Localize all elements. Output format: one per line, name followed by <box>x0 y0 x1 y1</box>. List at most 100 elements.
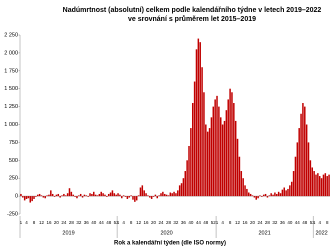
bar <box>145 193 147 197</box>
bar <box>139 187 142 197</box>
y-tick-label: 1 250 <box>4 104 18 110</box>
bar <box>262 194 265 197</box>
y-tick-label: -250 <box>7 211 18 217</box>
x-tick-label: 4 <box>318 220 321 225</box>
bar <box>177 190 179 197</box>
x-tick-label: 44 <box>196 220 202 225</box>
bar <box>277 191 280 197</box>
bar <box>59 196 61 198</box>
bar <box>154 194 157 197</box>
bar <box>167 195 170 197</box>
group-label: 2022 <box>315 230 327 236</box>
group-label: 2020 <box>160 230 172 236</box>
bar <box>214 99 216 197</box>
x-tick-label: 52 <box>310 220 316 225</box>
bar <box>292 171 295 197</box>
bar <box>326 176 328 197</box>
x-tick-label: 4 <box>122 220 125 225</box>
bar <box>130 195 132 197</box>
bar <box>255 196 257 200</box>
bar <box>191 103 194 197</box>
bar <box>324 173 327 197</box>
bar <box>246 188 248 197</box>
bar <box>234 120 237 197</box>
bar <box>29 196 32 203</box>
x-tick-label: 8 <box>130 220 133 225</box>
bar <box>68 188 71 197</box>
bar <box>270 193 272 197</box>
bar <box>221 124 224 197</box>
chart-subtitle: ve srovnání s průměrem let 2015–2019 <box>128 15 256 23</box>
bar <box>264 193 267 197</box>
bar <box>268 195 271 197</box>
bar <box>307 142 310 197</box>
bar <box>107 193 110 197</box>
bar <box>300 113 302 197</box>
bar <box>74 196 76 197</box>
bar <box>115 194 117 197</box>
bar <box>242 178 244 197</box>
bar <box>208 128 211 197</box>
bar <box>169 192 172 197</box>
bar <box>328 174 330 197</box>
x-tick-label: 16 <box>243 220 249 225</box>
bar <box>46 195 48 197</box>
bar <box>89 193 91 197</box>
bar <box>85 195 88 197</box>
bar <box>137 195 140 197</box>
bar <box>199 42 201 197</box>
bar <box>315 174 317 197</box>
bar <box>233 103 235 197</box>
bar <box>311 167 314 197</box>
x-tick-label: 24 <box>257 220 263 225</box>
x-tick-label: 1 <box>117 220 120 225</box>
bar <box>317 173 319 197</box>
y-tick-label: 0 <box>15 194 18 200</box>
bar <box>259 195 261 197</box>
bar <box>57 193 60 197</box>
bar <box>111 190 114 197</box>
chart-title: Nadúmrtnost (absolutní) celkem podle kal… <box>63 7 322 14</box>
bar <box>25 196 28 199</box>
bar <box>20 193 22 197</box>
bar <box>212 106 215 197</box>
bar <box>175 193 177 197</box>
bar <box>272 194 274 197</box>
bar <box>244 185 246 197</box>
x-tick-label: 1 <box>20 220 23 225</box>
bar <box>63 193 65 197</box>
bar <box>186 160 188 197</box>
x-tick-label: 16 <box>46 220 52 225</box>
bar <box>163 193 166 197</box>
bar <box>309 160 312 197</box>
group-label: 2019 <box>62 230 74 236</box>
bar <box>124 196 127 197</box>
bar <box>149 196 151 198</box>
x-tick-label: 36 <box>84 220 90 225</box>
bar <box>290 181 293 197</box>
x-tick-label: 28 <box>166 220 172 225</box>
x-tick-label: 32 <box>173 220 179 225</box>
x-tick-label: 36 <box>280 220 286 225</box>
bar <box>51 193 54 197</box>
bar <box>36 194 39 197</box>
bar <box>229 88 231 197</box>
bar <box>251 195 254 197</box>
bar <box>102 193 104 197</box>
bar <box>216 95 218 197</box>
bar <box>106 196 108 197</box>
bar <box>122 195 125 197</box>
bar <box>231 92 233 197</box>
bar <box>23 196 26 201</box>
x-tick-label: 40 <box>91 220 97 225</box>
bar <box>109 192 112 197</box>
bar <box>100 191 102 197</box>
bar <box>203 92 205 197</box>
bar <box>152 196 155 197</box>
bar <box>31 196 33 202</box>
x-tick-label: 4 <box>221 220 224 225</box>
bar <box>48 194 50 197</box>
x-tick-label: 20 <box>54 220 60 225</box>
x-tick-label: 44 <box>295 220 301 225</box>
